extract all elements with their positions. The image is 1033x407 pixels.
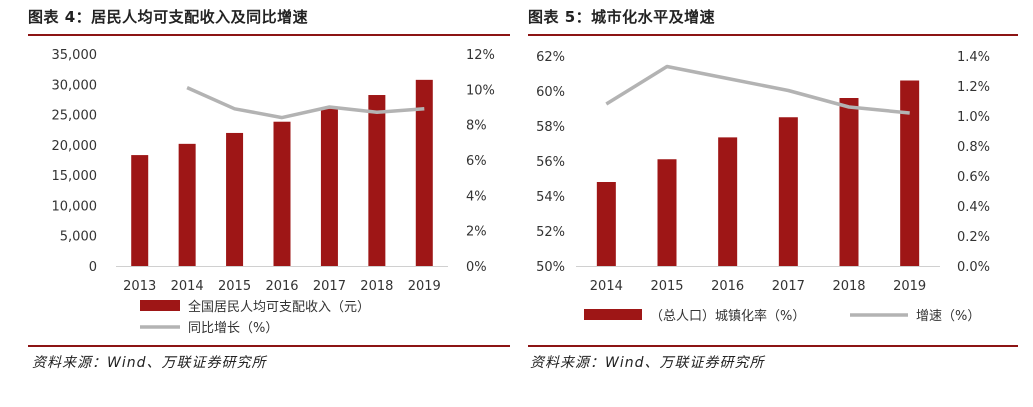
y-left-tick-label: 5,000 <box>60 230 97 245</box>
bar <box>718 137 738 266</box>
bar <box>131 155 149 266</box>
y-left-tick-label: 35,000 <box>52 48 98 63</box>
x-tick-label: 2019 <box>893 279 926 294</box>
y-right-tick-label: 6% <box>466 154 487 169</box>
y-right-tick-label: 0.0% <box>957 260 990 275</box>
x-tick-label: 2019 <box>408 279 441 294</box>
x-tick-label: 2016 <box>711 279 744 294</box>
y-right-tick-label: 0.6% <box>957 170 990 185</box>
x-tick-label: 2014 <box>171 279 204 294</box>
bar <box>778 117 798 266</box>
y-right-tick-label: 12% <box>466 48 495 63</box>
bar <box>596 182 616 266</box>
bar <box>320 108 338 266</box>
y-right-tick-label: 10% <box>466 83 495 98</box>
bar <box>415 79 433 266</box>
y-left-tick-label: 54% <box>536 190 565 205</box>
title-rule <box>28 34 510 36</box>
bar <box>226 132 244 266</box>
chart-panel-income: 图表 4：居民人均可支配收入及同比增速 35,000 30,000 25,000 20… <box>0 0 516 407</box>
title-rule <box>528 34 1018 36</box>
y-right-tick-label: 2% <box>466 225 487 240</box>
x-tick-label: 2015 <box>650 279 683 294</box>
y-left-tick-label: 52% <box>536 225 565 240</box>
source-rule <box>28 345 510 347</box>
legend-bar-label: 全国居民人均可支配收入（元） <box>188 299 370 315</box>
bar <box>368 95 386 266</box>
x-tick-label: 2018 <box>832 279 865 294</box>
x-tick-label: 2014 <box>590 279 623 294</box>
chart-source: 资料来源：Wind、万联证券研究所 <box>530 355 765 371</box>
y-left-tick-label: 60% <box>536 85 565 100</box>
y-right-tick-label: 0.2% <box>957 230 990 245</box>
legend-line-label: 同比增长（%） <box>188 321 278 336</box>
growth-line <box>186 86 425 120</box>
growth-line <box>605 64 910 115</box>
income-chart-svg: 35,000 30,000 25,000 20,000 15,000 10,000 5,00… <box>52 48 495 336</box>
legend-bar-swatch <box>140 300 180 311</box>
y-right-tick-label: 1.0% <box>957 110 990 125</box>
x-tick-label: 2017 <box>313 279 346 294</box>
y-left-tick-label: 50% <box>536 260 565 275</box>
y-left-tick-label: 62% <box>536 50 565 65</box>
legend-bar-swatch <box>584 309 642 320</box>
y-right-tick-label: 1.2% <box>957 80 990 95</box>
y-left-tick-label: 0 <box>89 260 97 275</box>
legend-line-label: 增速（%） <box>916 309 980 324</box>
x-tick-label: 2015 <box>218 279 251 294</box>
chart-title: 图表 4：居民人均可支配收入及同比增速 <box>28 8 309 26</box>
bar <box>273 121 291 266</box>
y-right-tick-label: 8% <box>466 119 487 134</box>
y-right-tick-label: 1.4% <box>957 50 990 65</box>
legend-bar-label: （总人口）城镇化率（%） <box>650 308 805 324</box>
bar <box>178 143 196 266</box>
y-right-tick-label: 0.4% <box>957 200 990 215</box>
urbanization-chart-svg: 62% 60% 58% 56% 54% 52% 50% 1.4% 1.2% 1.0% 0.8% 0.6… <box>536 50 990 324</box>
source-rule <box>528 345 1018 347</box>
chart-panel-urbanization: 图表 5：城市化水平及增速 62% 60% 58% 56% 54% 52% 50% 1.4% 1… <box>516 0 1033 407</box>
x-tick-label: 2013 <box>123 279 156 294</box>
y-right-tick-label: 4% <box>466 189 487 204</box>
y-left-tick-label: 58% <box>536 120 565 135</box>
bar <box>900 80 920 266</box>
y-left-tick-label: 10,000 <box>52 199 98 214</box>
y-left-tick-label: 15,000 <box>52 169 98 184</box>
bar <box>839 98 859 266</box>
y-right-tick-label: 0.8% <box>957 140 990 155</box>
x-tick-label: 2016 <box>265 279 298 294</box>
chart-source: 资料来源：Wind、万联证券研究所 <box>32 355 267 371</box>
y-left-tick-label: 30,000 <box>52 78 98 93</box>
chart-title: 图表 5：城市化水平及增速 <box>528 8 716 26</box>
x-tick-label: 2017 <box>772 279 805 294</box>
x-tick-label: 2018 <box>360 279 393 294</box>
y-right-tick-label: 0% <box>466 260 487 275</box>
y-left-tick-label: 25,000 <box>52 109 98 124</box>
bar <box>657 159 677 266</box>
y-left-tick-label: 56% <box>536 155 565 170</box>
y-left-tick-label: 20,000 <box>52 139 98 154</box>
